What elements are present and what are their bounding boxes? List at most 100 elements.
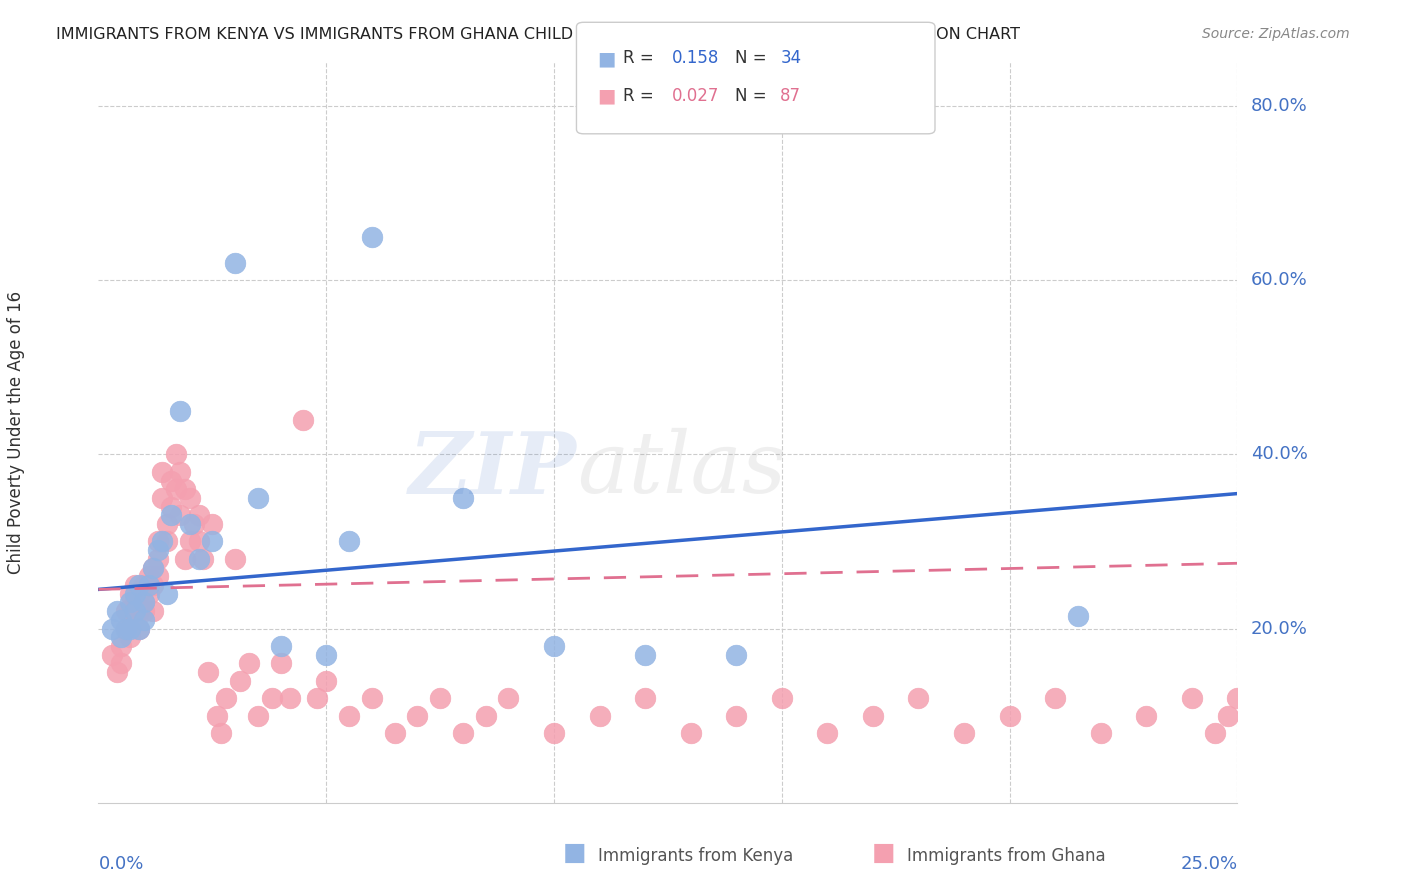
Text: R =: R = <box>623 87 659 104</box>
Text: R =: R = <box>623 49 659 67</box>
Point <box>337 534 360 549</box>
Point <box>142 560 165 574</box>
Point <box>1218 708 1240 723</box>
Point <box>146 552 169 566</box>
Text: ■: ■ <box>598 49 616 68</box>
Text: Immigrants from Kenya: Immigrants from Kenya <box>598 847 793 865</box>
Point <box>110 630 132 644</box>
Point <box>543 726 565 740</box>
Point <box>142 560 165 574</box>
Point <box>169 465 191 479</box>
Point <box>1135 708 1157 723</box>
Text: 60.0%: 60.0% <box>1251 271 1308 289</box>
Point <box>132 613 155 627</box>
Point <box>124 578 146 592</box>
Point <box>110 639 132 653</box>
Point <box>953 726 976 740</box>
Text: 0.027: 0.027 <box>672 87 720 104</box>
Point <box>634 648 657 662</box>
Point <box>160 500 183 514</box>
Point <box>120 595 142 609</box>
Point <box>634 691 657 706</box>
Point <box>165 447 187 461</box>
Point <box>1067 608 1090 623</box>
Point <box>114 604 136 618</box>
Point <box>246 491 269 505</box>
Point <box>146 534 169 549</box>
Point <box>337 708 360 723</box>
Point <box>315 648 337 662</box>
Text: Immigrants from Ghana: Immigrants from Ghana <box>907 847 1105 865</box>
Text: IMMIGRANTS FROM KENYA VS IMMIGRANTS FROM GHANA CHILD POVERTY UNDER THE AGE OF 16: IMMIGRANTS FROM KENYA VS IMMIGRANTS FROM… <box>56 27 1021 42</box>
Point <box>429 691 451 706</box>
Point <box>160 474 183 488</box>
Point <box>174 552 197 566</box>
Point <box>142 604 165 618</box>
Text: atlas: atlas <box>576 428 786 511</box>
Point <box>260 691 283 706</box>
Text: 0.158: 0.158 <box>672 49 720 67</box>
Point <box>278 691 301 706</box>
Point <box>124 587 146 601</box>
Point <box>679 726 702 740</box>
Point <box>169 404 191 418</box>
Text: 87: 87 <box>780 87 801 104</box>
Point <box>160 508 183 523</box>
Point <box>270 657 292 671</box>
Point <box>156 517 179 532</box>
Point <box>156 534 179 549</box>
Point <box>725 648 748 662</box>
Point <box>307 691 329 706</box>
Point <box>998 708 1021 723</box>
Point <box>451 726 474 740</box>
Point <box>1181 691 1204 706</box>
Point <box>142 578 165 592</box>
Point <box>246 708 269 723</box>
Point <box>725 708 748 723</box>
Text: 34: 34 <box>780 49 801 67</box>
Point <box>770 691 793 706</box>
Text: ■: ■ <box>562 841 586 865</box>
Point <box>224 256 246 270</box>
Point <box>132 595 155 609</box>
Point <box>1090 726 1112 740</box>
Point <box>150 491 173 505</box>
Point <box>138 578 160 592</box>
Point <box>406 708 429 723</box>
Point <box>105 665 128 680</box>
Point <box>110 613 132 627</box>
Text: Source: ZipAtlas.com: Source: ZipAtlas.com <box>1202 27 1350 41</box>
Point <box>815 726 838 740</box>
Point <box>205 708 228 723</box>
Point <box>183 517 205 532</box>
Point <box>292 412 315 426</box>
Point <box>150 465 173 479</box>
Text: 0.0%: 0.0% <box>98 855 143 873</box>
Point <box>209 726 232 740</box>
Point <box>201 534 224 549</box>
Point <box>128 587 150 601</box>
Point <box>146 543 169 558</box>
Point <box>179 491 201 505</box>
Point <box>101 622 124 636</box>
Point <box>228 673 250 688</box>
Text: 80.0%: 80.0% <box>1251 97 1308 115</box>
Point <box>110 657 132 671</box>
Point <box>146 569 169 583</box>
Point <box>105 604 128 618</box>
Point <box>907 691 929 706</box>
Text: Child Poverty Under the Age of 16: Child Poverty Under the Age of 16 <box>7 291 25 574</box>
Point <box>165 482 187 496</box>
Point <box>138 569 160 583</box>
Point <box>193 552 215 566</box>
Point <box>128 622 150 636</box>
Text: 25.0%: 25.0% <box>1180 855 1237 873</box>
Point <box>1240 726 1263 740</box>
Point <box>179 517 201 532</box>
Text: ZIP: ZIP <box>409 428 576 511</box>
Point <box>174 482 197 496</box>
Point <box>360 691 382 706</box>
Point <box>498 691 520 706</box>
Point <box>124 604 146 618</box>
Point <box>187 552 209 566</box>
